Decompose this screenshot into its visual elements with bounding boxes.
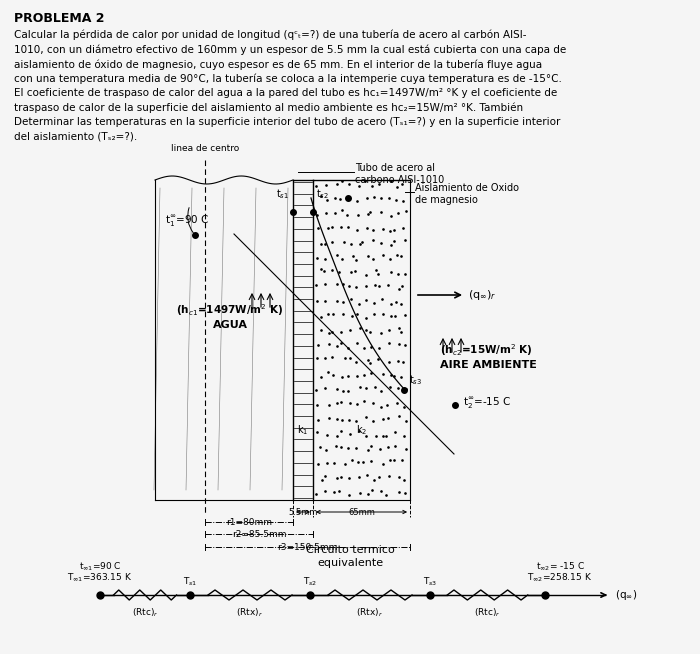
Text: (h$_{c1}$=1497W/m$^2$ K): (h$_{c1}$=1497W/m$^2$ K): [176, 302, 284, 318]
Text: Tubo de acero al: Tubo de acero al: [355, 163, 435, 173]
Text: t$^{\infty}_{1}$=90 C: t$^{\infty}_{1}$=90 C: [165, 213, 209, 228]
Text: Aislamiento de Oxido: Aislamiento de Oxido: [415, 183, 519, 193]
Text: r1=80mm: r1=80mm: [226, 518, 272, 527]
Text: Calcular la pérdida de calor por unidad de longitud (qᶜₜ=?) de una tubería de ac: Calcular la pérdida de calor por unidad …: [14, 30, 526, 41]
Text: (q$_{\infty}$)$_r$: (q$_{\infty}$)$_r$: [468, 288, 496, 302]
Text: t$_{\infty 2}$= -15 C: t$_{\infty 2}$= -15 C: [536, 560, 584, 574]
Text: 1010, con un diámetro efectivo de 160mm y un espesor de 5.5 mm la cual está cubi: 1010, con un diámetro efectivo de 160mm …: [14, 44, 566, 55]
Text: El coeficiente de traspaso de calor del agua a la pared del tubo es hc₁=1497W/m²: El coeficiente de traspaso de calor del …: [14, 88, 557, 98]
Text: (Rtx)$_r$: (Rtx)$_r$: [237, 607, 264, 619]
Text: 5.5mm: 5.5mm: [288, 508, 318, 517]
Text: T$_{\infty 2}$=258.15 K: T$_{\infty 2}$=258.15 K: [527, 572, 593, 584]
Text: linea de centro: linea de centro: [171, 144, 239, 153]
Text: de magnesio: de magnesio: [415, 195, 478, 205]
Text: (Rtc)$_r$: (Rtc)$_r$: [132, 607, 158, 619]
Text: (Rtc)$_r$: (Rtc)$_r$: [474, 607, 501, 619]
Text: con una temperatura media de 90°C, la tubería se coloca a la intemperie cuya tem: con una temperatura media de 90°C, la tu…: [14, 73, 562, 84]
Text: T$_{s1}$: T$_{s1}$: [183, 576, 197, 588]
Text: t$_{\infty 1}$=90 C: t$_{\infty 1}$=90 C: [78, 560, 121, 574]
Text: AIRE AMBIENTE: AIRE AMBIENTE: [440, 360, 537, 370]
Text: r3=150.5mm: r3=150.5mm: [277, 543, 337, 552]
Text: Circuito termico: Circuito termico: [306, 545, 394, 555]
Text: AGUA: AGUA: [213, 320, 248, 330]
Text: carbono AISI-1010: carbono AISI-1010: [355, 175, 444, 185]
Text: (Rtx)$_r$: (Rtx)$_r$: [356, 607, 384, 619]
Text: (q$_{\infty}$): (q$_{\infty}$): [615, 588, 637, 602]
Text: T$_{\infty 1}$=363.15 K: T$_{\infty 1}$=363.15 K: [67, 572, 132, 584]
Text: Determinar las temperaturas en la superficie interior del tubo de acero (Tₛ₁=?) : Determinar las temperaturas en la superf…: [14, 117, 561, 127]
Text: equivalente: equivalente: [317, 558, 383, 568]
Text: (h$_{c2}$=15W/m$^2$ K): (h$_{c2}$=15W/m$^2$ K): [440, 342, 533, 358]
Text: r2=85.5mm: r2=85.5mm: [232, 530, 286, 539]
Text: PROBLEMA 2: PROBLEMA 2: [14, 12, 104, 25]
Text: k$_2$: k$_2$: [356, 423, 367, 437]
Text: traspaso de calor de la superficie del aislamiento al medio ambiente es hc₂=15W/: traspaso de calor de la superficie del a…: [14, 103, 523, 113]
Text: 65mm: 65mm: [348, 508, 375, 517]
Text: aislamiento de óxido de magnesio, cuyo espesor es de 65 mm. En el interior de la: aislamiento de óxido de magnesio, cuyo e…: [14, 59, 542, 69]
Text: t$^{\infty}_{2}$=-15 C: t$^{\infty}_{2}$=-15 C: [463, 394, 511, 409]
Text: T$_{s3}$: T$_{s3}$: [423, 576, 438, 588]
Text: t$_{s1}$: t$_{s1}$: [276, 187, 289, 201]
Text: t$_{s2}$: t$_{s2}$: [316, 187, 329, 201]
Text: del aislamiento (Tₛ₂=?).: del aislamiento (Tₛ₂=?).: [14, 131, 137, 141]
Text: T$_{s2}$: T$_{s2}$: [303, 576, 317, 588]
Text: k$_1$: k$_1$: [298, 423, 309, 437]
Text: t$_{s3}$: t$_{s3}$: [409, 373, 422, 387]
